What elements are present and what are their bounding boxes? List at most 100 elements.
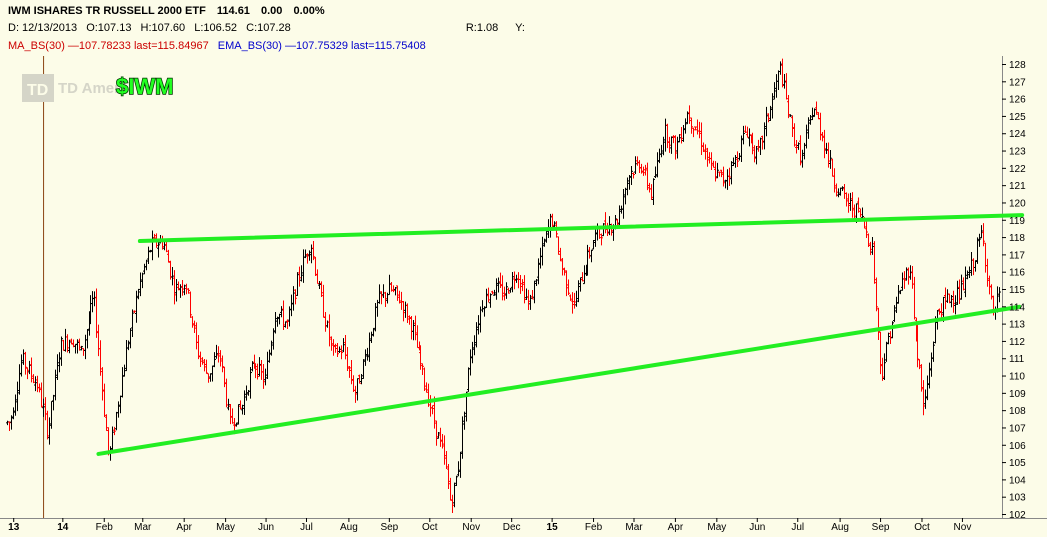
ohlc-bar [280, 306, 283, 318]
ohlc-bar [714, 161, 717, 182]
ohlc-bar [249, 367, 252, 399]
ohlc-bar [145, 259, 148, 271]
ohlc-bar [274, 311, 277, 334]
ohlc-bar [10, 415, 13, 430]
ohlc-bar [105, 414, 108, 432]
ohlc-bar [223, 366, 226, 388]
ohlc-bar [682, 124, 685, 142]
ohlc-bar [964, 266, 967, 298]
x-tick-label: Sep [872, 522, 890, 533]
ohlc-bar [529, 294, 532, 310]
ohlc-bar [962, 277, 965, 291]
ohlc-bar [421, 363, 424, 375]
ohlc-bar [694, 126, 697, 131]
ohlc-bar [767, 113, 770, 123]
ohlc-bar [113, 426, 116, 436]
ohlc-bar [618, 205, 621, 226]
ohlc-bar [111, 426, 114, 454]
ohlc-bar [203, 359, 206, 372]
y-tick-label: 113 [1009, 320, 1025, 331]
ohlc-bar [883, 353, 886, 380]
x-tick-label: 15 [547, 522, 559, 533]
ohlc-bar [38, 383, 41, 393]
ohlc-bar [954, 295, 957, 315]
ema-study: EMA_BS(30) —107.75329 last=115.75408 [217, 40, 426, 52]
ohlc-bar [811, 107, 814, 121]
ohlc-bar [563, 267, 566, 276]
ohlc-bar [835, 183, 838, 197]
ohlc-bar [121, 367, 124, 398]
ohlc-bar [412, 319, 415, 341]
ohlc-bar [905, 267, 908, 281]
ohlc-bar [920, 364, 923, 392]
ohlc-bar [435, 420, 438, 446]
ohlc-bar [388, 274, 391, 296]
ohlc-bar [825, 142, 828, 154]
ohlc-bar [12, 407, 15, 420]
ohlc-bar [821, 131, 824, 142]
ohlc-bar [14, 394, 17, 416]
ohlc-bar [849, 192, 852, 211]
ohlc-bar [728, 167, 731, 187]
ohlc-bar [86, 329, 89, 349]
ohlc-bar [256, 363, 259, 380]
ohlc-bar [509, 287, 512, 293]
ohlc-bar [320, 281, 323, 298]
ohlc-bar [581, 272, 584, 282]
ohlc-bar [123, 364, 126, 377]
ohlc-bar [660, 144, 663, 158]
y-tick-label: 109 [1009, 389, 1026, 400]
ohlc-bar [332, 339, 335, 356]
ohlc-bar [227, 398, 230, 411]
ohlc-bar [753, 145, 756, 163]
ohlc-bar [101, 367, 104, 401]
ohlc-bar [704, 144, 707, 160]
ohlc-bar [441, 434, 444, 449]
ohlc-bar [956, 280, 959, 305]
ohlc-bar [306, 253, 309, 264]
ohlc-bar [813, 108, 816, 118]
ohlc-bar [805, 124, 808, 149]
ohlc-bar [237, 404, 240, 425]
y-tick-label: 111 [1009, 354, 1025, 365]
ohlc-bar [312, 240, 315, 261]
ohlc-bar [891, 321, 894, 339]
ohlc-bar [602, 223, 605, 237]
ohlc-bar [187, 288, 190, 294]
ohlc-bar [716, 162, 719, 179]
ohlc-bar [99, 340, 102, 376]
x-tick-label: Jun [258, 522, 274, 533]
y-tick-label: 110 [1009, 372, 1025, 383]
ohlc-bar [346, 347, 349, 371]
y-tick-label: 123 [1009, 147, 1026, 158]
ohlc-bar [684, 118, 687, 134]
ohlc-bar [372, 327, 375, 337]
ohlc-bar [960, 274, 963, 300]
ohlc-bar [592, 240, 595, 250]
y-tick-label: 108 [1009, 406, 1026, 417]
support-trendline[interactable] [96, 304, 1022, 456]
ohlc-bar [173, 270, 176, 305]
ohlc-bar [338, 346, 341, 354]
y-tick-label: 120 [1009, 198, 1026, 209]
ohlc-bar [483, 306, 486, 317]
y-tick-label: 102 [1009, 510, 1026, 521]
ohlc-bar [368, 332, 371, 362]
ohlc-bar [791, 115, 794, 138]
ohlc-bar [364, 349, 367, 366]
ohlc-bar [815, 101, 818, 115]
ohlc-bar [133, 310, 136, 314]
resistance-trendline[interactable] [137, 213, 1025, 244]
ohlc-bar [231, 408, 234, 424]
ohlc-bar [545, 230, 548, 243]
ohlc-bar [751, 132, 754, 155]
ohlc-bar [177, 281, 180, 291]
ohlc-bar [455, 475, 458, 486]
ohlc-bar [998, 287, 1001, 303]
ohlc-bar [503, 286, 506, 301]
ohlc-bar [284, 321, 287, 328]
ohlc-bar [406, 303, 409, 324]
ohlc-bar [294, 289, 297, 305]
ohlc-bar [557, 236, 560, 255]
